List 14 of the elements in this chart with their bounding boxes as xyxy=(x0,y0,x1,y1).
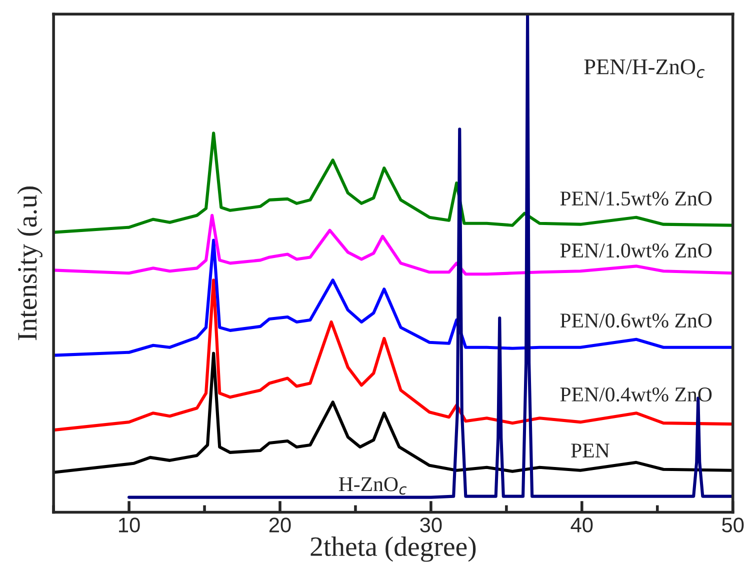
series-label: PEN/1.5wt% ZnO xyxy=(560,191,712,206)
x-tick-label: 30 xyxy=(420,518,442,532)
x-tick-label: 20 xyxy=(269,518,291,532)
series-label: H-ZnO$_{c}$ xyxy=(338,477,407,495)
series-label: PEN xyxy=(571,444,610,458)
x-tick-label: 10 xyxy=(119,518,140,532)
series-label: PEN/0.6wt% ZnO xyxy=(560,314,712,328)
x-tick-label: 40 xyxy=(570,518,593,532)
y-axis-title: Intensity (a.u) xyxy=(17,186,42,340)
series-label: PEN/1.0wt% ZnO xyxy=(560,243,712,258)
x-axis-title: 2theta (degree) xyxy=(310,536,476,562)
x-tick-label: 50 xyxy=(722,518,744,532)
series-label: PEN/0.4wt% ZnO xyxy=(560,387,712,402)
annotation: PEN/H-ZnO$_{c}$ xyxy=(584,59,705,78)
